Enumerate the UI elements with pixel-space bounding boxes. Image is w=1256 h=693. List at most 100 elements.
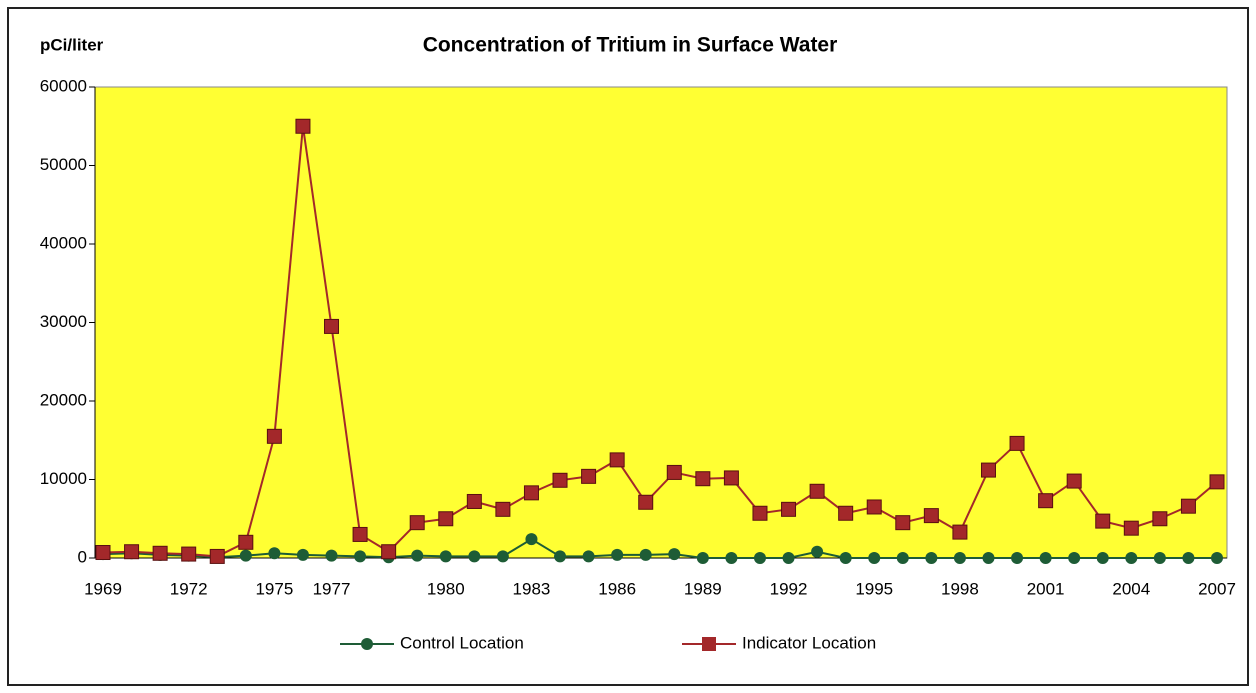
data-point [354, 550, 367, 563]
data-point [638, 494, 654, 510]
data-point [696, 552, 709, 564]
data-point [695, 471, 711, 487]
y-tick-label: 30000 [40, 312, 87, 331]
y-tick-label: 20000 [40, 390, 87, 409]
data-point [782, 552, 795, 564]
data-point [352, 526, 368, 542]
data-point [868, 552, 881, 564]
data-point [753, 552, 766, 564]
x-tick-label: 1992 [770, 579, 808, 598]
y-axis-label: pCi/liter [40, 35, 104, 54]
y-tick-label: 0 [78, 547, 87, 566]
x-tick-label: 1972 [170, 579, 208, 598]
data-point [325, 549, 338, 562]
data-point [582, 550, 595, 563]
data-point [1125, 552, 1138, 564]
data-point [809, 483, 825, 499]
series-line [102, 537, 1217, 559]
data-point [409, 515, 425, 531]
data-point [1096, 552, 1109, 564]
y-tick-label: 60000 [40, 76, 87, 95]
data-point [468, 550, 481, 563]
data-point [525, 533, 538, 546]
data-point [1039, 552, 1052, 564]
x-tick-label: 1983 [513, 579, 551, 598]
data-point [1009, 435, 1025, 451]
data-point [609, 452, 625, 468]
legend-label: Control Location [400, 633, 524, 652]
data-point [925, 552, 938, 564]
legend-marker [702, 637, 716, 651]
legend-label: Indicator Location [742, 633, 876, 652]
data-point [781, 501, 797, 517]
x-tick-label: 2001 [1027, 579, 1065, 598]
data-point [268, 547, 281, 560]
x-tick-label: 1975 [255, 579, 293, 598]
data-point [124, 544, 140, 560]
data-point [152, 545, 168, 561]
data-point [295, 118, 311, 134]
data-point [982, 552, 995, 564]
y-tick-label: 40000 [40, 233, 87, 252]
data-point [838, 505, 854, 521]
data-point [839, 552, 852, 564]
data-point [725, 552, 738, 564]
chart-title: Concentration of Tritium in Surface Wate… [423, 34, 838, 57]
data-point [438, 511, 454, 527]
data-point [552, 472, 568, 488]
data-point [209, 548, 225, 564]
data-point [581, 468, 597, 484]
data-point [238, 534, 254, 550]
data-point [439, 550, 452, 563]
data-point [896, 552, 909, 564]
data-point [554, 550, 567, 563]
data-point [723, 470, 739, 486]
data-point [239, 549, 252, 562]
data-point [1209, 474, 1225, 490]
data-point [1153, 552, 1166, 564]
data-point [953, 552, 966, 564]
data-point [324, 318, 340, 334]
x-tick-label: 1998 [941, 579, 979, 598]
data-point [1123, 520, 1139, 536]
data-point [952, 524, 968, 540]
x-tick-label: 1989 [684, 579, 722, 598]
data-point [639, 548, 652, 561]
data-point [1095, 513, 1111, 529]
data-point [181, 546, 197, 562]
data-point [266, 428, 282, 444]
x-tick-label: 1977 [313, 579, 351, 598]
data-point [752, 505, 768, 521]
data-point [411, 549, 424, 562]
data-point [95, 545, 111, 561]
data-point [980, 462, 996, 478]
y-tick-label: 50000 [40, 155, 87, 174]
x-tick-label: 1980 [427, 579, 465, 598]
data-point [866, 499, 882, 515]
data-point [523, 485, 539, 501]
data-point [1211, 552, 1223, 564]
data-point [296, 548, 309, 561]
series-line [102, 126, 1218, 558]
x-tick-label: 1986 [598, 579, 636, 598]
data-point [1038, 493, 1054, 509]
plot-area [94, 86, 1228, 559]
data-point [923, 508, 939, 524]
data-point [496, 550, 509, 563]
data-point [1068, 552, 1081, 564]
legend-marker [361, 638, 373, 650]
x-tick-label: 2004 [1112, 579, 1150, 598]
data-point [381, 544, 397, 560]
y-tick-label: 10000 [40, 469, 87, 488]
data-point [895, 515, 911, 531]
data-point [666, 464, 682, 480]
data-point [811, 545, 824, 558]
data-point [1011, 552, 1024, 564]
data-point [668, 548, 681, 561]
x-tick-label: 1995 [855, 579, 893, 598]
x-tick-label: 2007 [1198, 579, 1236, 598]
data-point [1152, 511, 1168, 527]
data-point [466, 493, 482, 509]
data-point [611, 548, 624, 561]
